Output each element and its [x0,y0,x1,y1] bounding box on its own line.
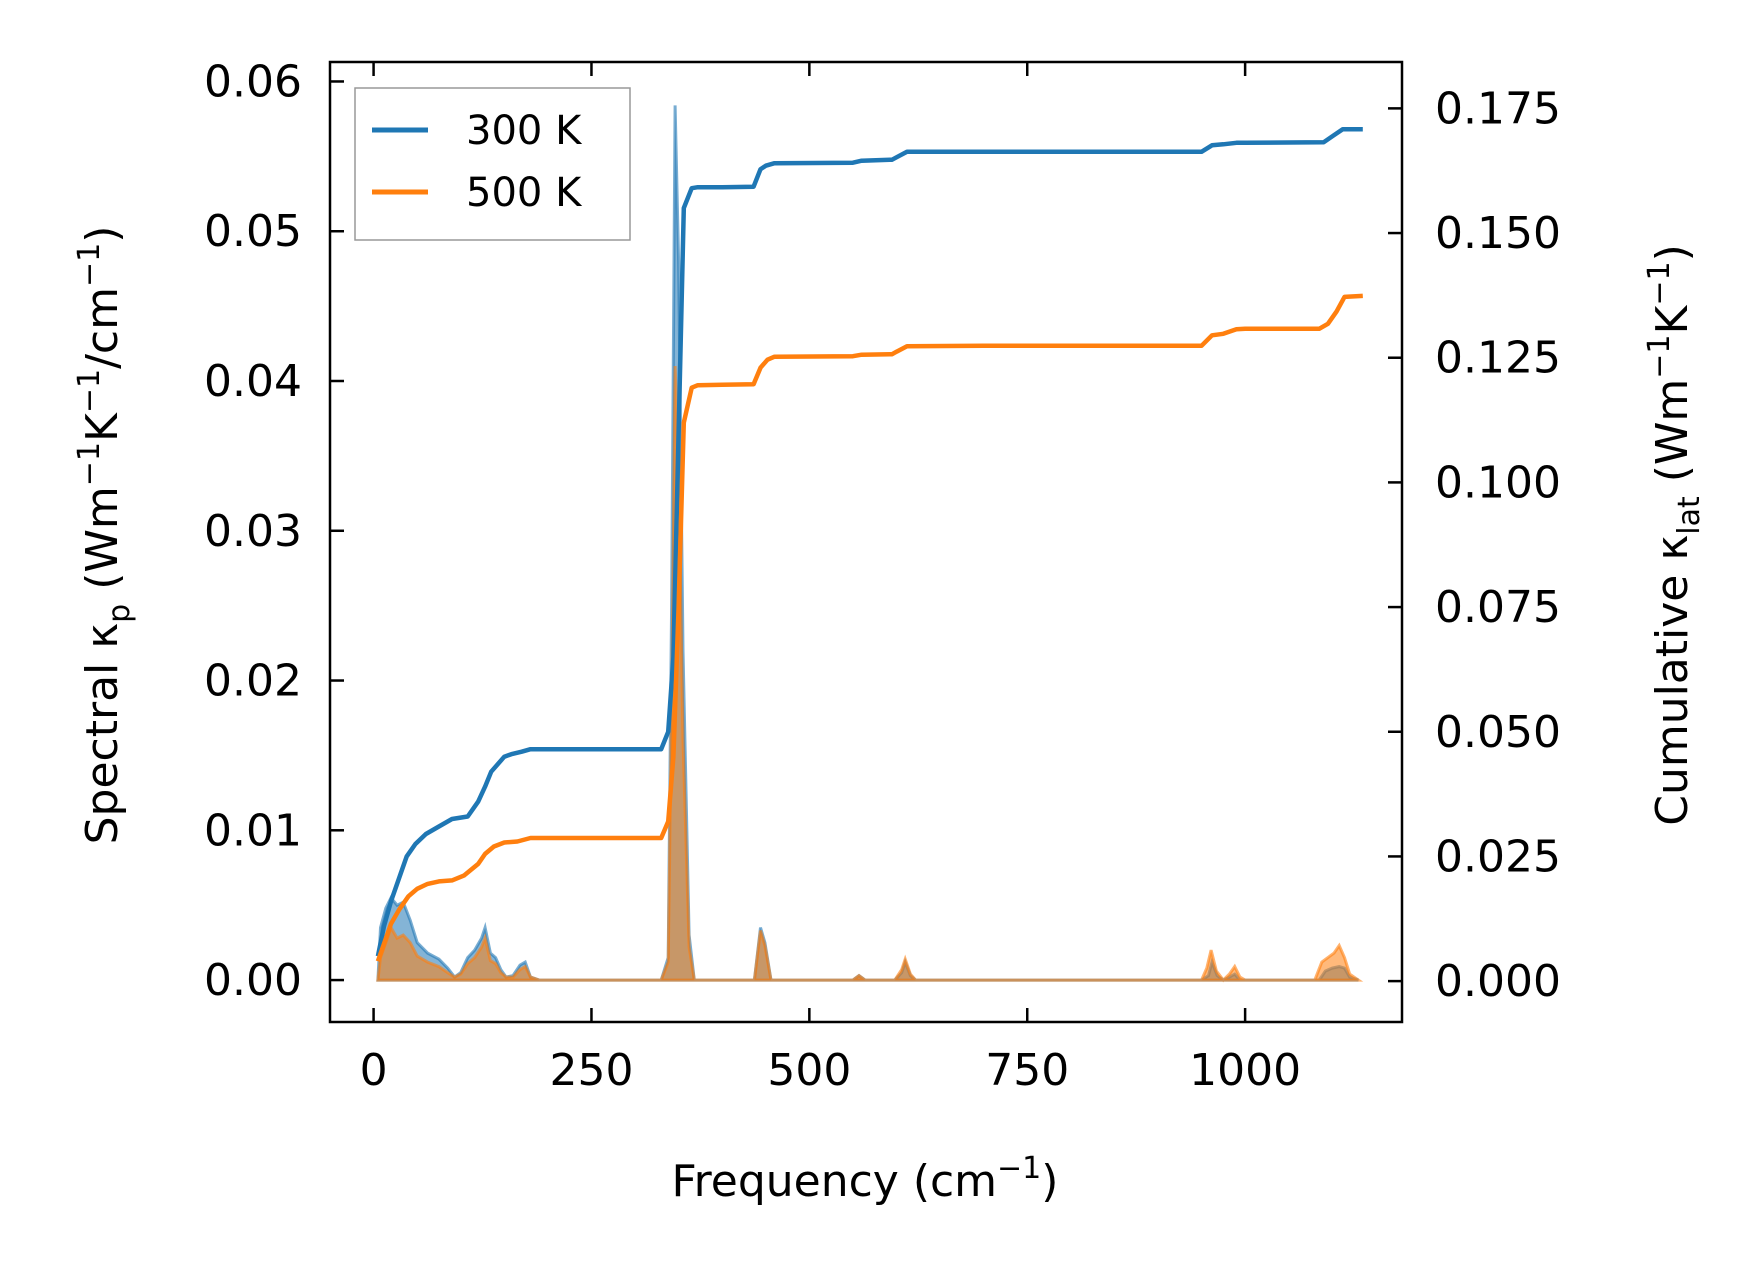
cumulative-line-500k [375,293,1363,962]
x-tick-label: 0 [360,1045,388,1096]
right-y-tick-label: 0.175 [1435,83,1561,134]
left-y-tick-label: 0.05 [204,206,302,257]
spectral-area-500k [376,365,1364,983]
left-y-axis-title: Spectral κp (Wm−1K−1/cm−1) [72,226,137,845]
left-y-tick-label: 0.06 [204,56,302,107]
legend-box [354,87,631,241]
left-y-tick-label: 0.02 [204,656,302,707]
x-tick-label: 250 [549,1045,633,1096]
cumulative-line-layer [375,127,1363,962]
cumulative-line-300k [375,127,1363,957]
right-y-tick-label: 0.150 [1435,208,1561,259]
left-y-tick-label: 0.04 [204,356,302,407]
right-y-tick-label: 0.025 [1435,831,1561,882]
right-y-axis-title: Cumulative κlat (Wm−1K−1) [1642,244,1707,826]
left-y-tick-label: 0.03 [204,506,302,557]
legend: 300 K 500 K [354,87,631,241]
right-y-tick-label: 0.000 [1435,956,1561,1007]
left-y-tick-label: 0.00 [204,955,302,1006]
right-y-tick-label: 0.050 [1435,707,1561,758]
x-tick-label: 1000 [1189,1045,1301,1096]
legend-label-500k: 500 K [466,170,583,216]
x-axis-ticks: 0 250 500 750 1000 [360,62,1301,1096]
plot-frame [328,60,1404,1024]
right-y-axis-ticks: 0.000 0.025 0.050 0.075 0.100 0.125 0.150 0.175 [1388,83,1561,1007]
x-axis-title: Frequency (cm−1) [672,1151,1059,1207]
right-y-tick-label: 0.125 [1435,333,1561,384]
left-y-axis-ticks: 0.00 0.01 0.02 0.03 0.04 0.05 0.06 [204,56,344,1006]
x-tick-label: 500 [767,1045,851,1096]
left-y-tick-label: 0.01 [204,805,302,856]
right-y-tick-label: 0.100 [1435,457,1561,508]
legend-label-300k: 300 K [466,108,583,154]
right-y-tick-label: 0.075 [1435,582,1561,633]
x-tick-label: 750 [985,1045,1069,1096]
